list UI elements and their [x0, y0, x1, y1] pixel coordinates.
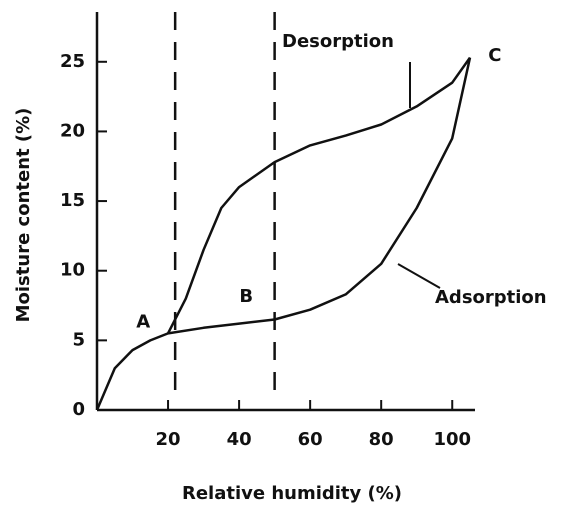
x-tick-label: 40 [227, 429, 252, 450]
y-tick-label: 0 [72, 399, 85, 420]
y-tick-label: 15 [60, 190, 85, 211]
series-label: Adsorption [435, 287, 547, 308]
y-tick-label: 25 [60, 51, 85, 72]
x-tick-label: 60 [298, 429, 323, 450]
x-tick-label: 20 [156, 429, 181, 450]
y-axis-label: Moisture content (%) [13, 108, 34, 323]
annotation: B [239, 286, 253, 307]
curve [97, 58, 470, 410]
y-tick-label: 20 [60, 120, 85, 141]
x-tick-label: 80 [369, 429, 394, 450]
x-tick-label: 100 [433, 429, 471, 450]
y-tick-label: 10 [60, 260, 85, 281]
x-axis-label: Relative humidity (%) [182, 483, 402, 504]
series-label: Desorption [282, 31, 394, 52]
curve [168, 58, 470, 334]
annotation: C [488, 45, 501, 66]
y-tick-label: 5 [72, 329, 85, 350]
annotation: A [136, 311, 150, 332]
leader-line [398, 264, 440, 288]
chart: Relative humidity (%) Moisture content (… [0, 0, 573, 515]
